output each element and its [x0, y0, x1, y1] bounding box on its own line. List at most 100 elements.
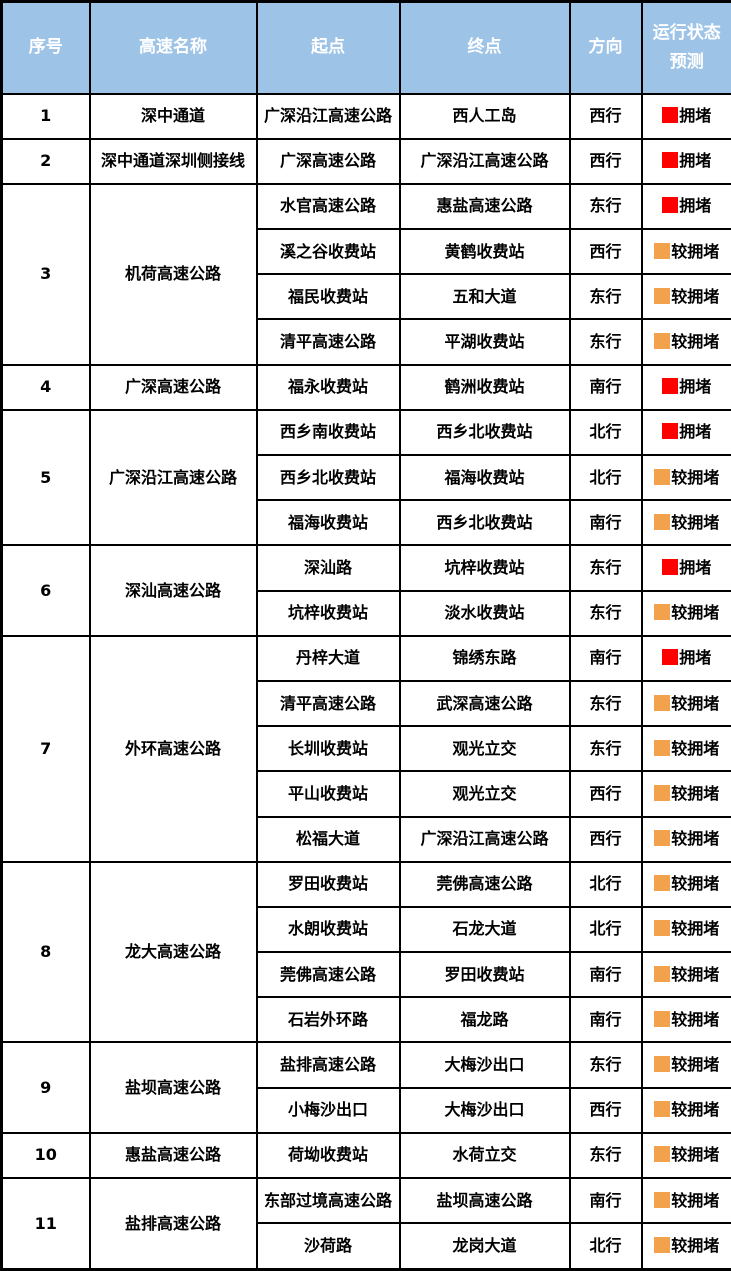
- status-label: 较拥堵: [671, 467, 720, 487]
- end-cell: 广深沿江高速公路: [398, 137, 571, 185]
- end-cell: 武深高速公路: [398, 679, 571, 728]
- table-header: 序号 高速名称 起点 终点 方向 运行状态预测: [0, 0, 731, 95]
- status-color-square-icon: [654, 1010, 671, 1027]
- start-cell: 广深高速公路: [255, 137, 401, 185]
- status-label: 较拥堵: [671, 512, 720, 532]
- start-cell: 长圳收费站: [255, 725, 401, 773]
- table-row: 7 外环高速公路 丹梓大道 锦绣东路 南行 拥堵: [0, 634, 731, 863]
- status-label: 较拥堵: [671, 1145, 720, 1165]
- end-cell: 石龙大道: [398, 905, 571, 954]
- start-cell: 丹梓大道: [255, 634, 401, 682]
- direction-cell: 北行: [568, 408, 643, 457]
- table-row: 6 深汕高速公路 深汕路 坑梓收费站 东行 拥堵: [0, 544, 731, 637]
- table-row: 福海收费站 西乡北收费站 南行 较拥堵: [2, 499, 731, 547]
- table-row: 清平高速公路 武深高速公路 东行 较拥堵: [2, 679, 731, 728]
- direction-cell: 北行: [568, 905, 643, 954]
- status-cell: 拥堵: [640, 363, 731, 411]
- serial-cell: 1: [0, 92, 91, 140]
- status-color-square-icon: [654, 830, 671, 847]
- end-cell: 观光立交: [398, 770, 571, 818]
- direction-cell: 南行: [568, 951, 643, 999]
- end-cell: 莞佛高速公路: [398, 860, 571, 908]
- highway-name-cell: 惠盐高速公路: [88, 1131, 258, 1180]
- start-cell: 福民收费站: [255, 273, 401, 321]
- start-cell: 西乡北收费站: [255, 453, 401, 502]
- status-color-square-icon: [654, 920, 671, 937]
- table-row: 3 机荷高速公路 水官高速公路 惠盐高速公路 东行 拥堵: [0, 182, 731, 366]
- direction-cell: 东行: [568, 589, 643, 637]
- start-cell: 坑梓收费站: [255, 589, 401, 637]
- direction-cell: 南行: [568, 499, 643, 547]
- highway-name-cell: 机荷高速公路: [88, 182, 258, 366]
- status-label: 较拥堵: [671, 919, 720, 939]
- start-cell: 东部过境高速公路: [255, 1176, 401, 1225]
- table-row: 坑梓收费站 淡水收费站 东行 较拥堵: [2, 589, 731, 637]
- end-cell: 淡水收费站: [398, 589, 571, 637]
- start-cell: 西乡南收费站: [255, 408, 401, 457]
- status-cell: 较拥堵: [640, 860, 731, 908]
- status-label: 较拥堵: [671, 1236, 720, 1256]
- status-label: 拥堵: [679, 557, 712, 577]
- end-cell: 黄鹤收费站: [398, 228, 571, 276]
- status-cell: 较拥堵: [640, 318, 731, 366]
- status-color-square-icon: [654, 333, 671, 350]
- status-color-square-icon: [662, 152, 679, 169]
- serial-cell: 2: [0, 137, 91, 185]
- status-label: 拥堵: [679, 151, 712, 171]
- direction-cell: 西行: [568, 815, 643, 863]
- direction-cell: 南行: [568, 363, 643, 411]
- status-label: 较拥堵: [671, 874, 720, 894]
- status-color-square-icon: [654, 694, 671, 711]
- status-cell: 拥堵: [640, 182, 731, 231]
- start-cell: 水官高速公路: [255, 182, 401, 231]
- end-cell: 西乡北收费站: [398, 408, 571, 457]
- end-cell: 盐坝高速公路: [398, 1176, 571, 1225]
- highway-name-cell: 盐坝高速公路: [88, 1041, 258, 1134]
- direction-cell: 东行: [568, 1131, 643, 1180]
- direction-cell: 南行: [568, 634, 643, 682]
- direction-cell: 东行: [568, 182, 643, 231]
- status-label: 较拥堵: [671, 964, 720, 984]
- start-cell: 小梅沙出口: [255, 1086, 401, 1134]
- table-row: 溪之谷收费站 黄鹤收费站 西行 较拥堵: [2, 228, 731, 276]
- status-color-square-icon: [654, 1101, 671, 1118]
- start-cell: 水朗收费站: [255, 905, 401, 954]
- status-label: 拥堵: [679, 422, 712, 442]
- table-row: 平山收费站 观光立交 西行 较拥堵: [2, 770, 731, 818]
- status-cell: 拥堵: [640, 544, 731, 592]
- start-cell: 荷坳收费站: [255, 1131, 401, 1180]
- start-cell: 福海收费站: [255, 499, 401, 547]
- serial-cell: 5: [0, 408, 91, 547]
- serial-cell: 7: [0, 634, 91, 863]
- status-cell: 较拥堵: [640, 1176, 731, 1225]
- serial-cell: 8: [0, 860, 91, 1044]
- status-color-square-icon: [662, 107, 679, 124]
- header-serial: 序号: [0, 0, 91, 95]
- status-cell: 较拥堵: [640, 996, 731, 1044]
- status-cell: 拥堵: [640, 137, 731, 185]
- header-row: 序号 高速名称 起点 终点 方向 运行状态预测: [0, 0, 731, 95]
- table-row: 小梅沙出口 大梅沙出口 西行 较拥堵: [2, 1086, 731, 1134]
- end-cell: 锦绣东路: [398, 634, 571, 682]
- status-label: 较拥堵: [671, 603, 720, 623]
- status-label: 较拥堵: [671, 738, 720, 758]
- direction-cell: 北行: [568, 1222, 643, 1271]
- direction-cell: 东行: [568, 318, 643, 366]
- status-color-square-icon: [654, 513, 671, 530]
- status-cell: 较拥堵: [640, 589, 731, 637]
- end-cell: 鹤洲收费站: [398, 363, 571, 411]
- direction-cell: 北行: [568, 453, 643, 502]
- status-label: 较拥堵: [671, 829, 720, 849]
- highway-name-cell: 盐排高速公路: [88, 1177, 258, 1271]
- table-row: 8 龙大高速公路 罗田收费站 莞佛高速公路 北行 较拥堵: [0, 860, 731, 1044]
- direction-cell: 南行: [568, 996, 643, 1044]
- serial-cell: 10: [0, 1131, 91, 1180]
- status-label: 较拥堵: [671, 1055, 720, 1075]
- table-row: 西乡北收费站 福海收费站 北行 较拥堵: [2, 453, 731, 502]
- status-cell: 较拥堵: [640, 951, 731, 999]
- status-label: 较拥堵: [671, 1190, 720, 1210]
- highway-name-cell: 广深沿江高速公路: [88, 408, 258, 547]
- status-label: 拥堵: [679, 106, 712, 126]
- table-row: 10 惠盐高速公路 荷坳收费站 水荷立交 东行 较拥堵: [0, 1131, 731, 1180]
- direction-cell: 东行: [568, 273, 643, 321]
